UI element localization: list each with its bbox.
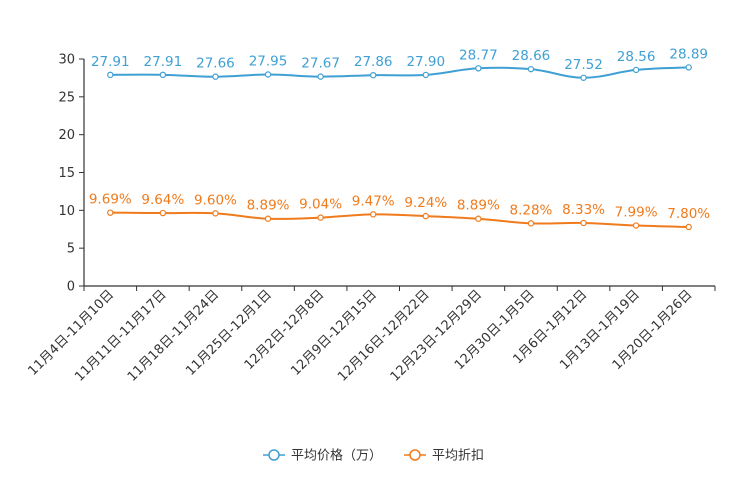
data-point: [632, 66, 640, 74]
data-label: 9.69%: [89, 192, 132, 208]
data-point: [527, 65, 535, 73]
data-label: 8.33%: [562, 202, 605, 218]
data-label: 28.77: [459, 47, 498, 63]
y-tick-label: 30: [58, 53, 75, 68]
x-axis-ticks: 11月4日-11月10日11月11日-11月17日11月18日-11月24日11…: [25, 286, 716, 385]
legend-item-2[interactable]: 平均折扣: [404, 449, 484, 464]
data-label: 27.52: [564, 57, 603, 73]
data-label: 27.66: [196, 56, 235, 72]
y-tick-label: 10: [58, 204, 75, 219]
data-point: [370, 211, 377, 218]
data-label: 8.89%: [247, 198, 290, 214]
axes: [83, 59, 715, 287]
data-point: [370, 71, 377, 79]
series-group: 27.91 27.91 27.66 27.95 27.67 27.86 27.90 28.77…: [89, 46, 710, 231]
data-label: 27.67: [301, 56, 340, 72]
data-label: 9.24%: [404, 195, 447, 211]
data-label: 28.66: [512, 48, 551, 64]
y-tick-label: 15: [58, 166, 75, 181]
data-label: 27.91: [144, 54, 183, 70]
data-label: 8.28%: [510, 202, 553, 218]
data-label: 9.47%: [352, 193, 395, 209]
data-point: [317, 214, 324, 221]
legend-item-1[interactable]: 平均价格（万）: [263, 448, 382, 464]
y-axis-ticks: 0 5 10 15 20 25 30: [58, 53, 84, 295]
series-line-2: [110, 211, 689, 228]
data-point: [580, 219, 587, 227]
data-point: [580, 74, 587, 81]
legend-marker-icon: [409, 449, 421, 461]
data-label: 9.60%: [194, 192, 237, 208]
x-tick-label: 12月16日-12月22日: [335, 287, 432, 384]
y-tick-label: 20: [58, 128, 75, 143]
data-label: 9.64%: [141, 192, 184, 208]
legend-label: 平均价格（万）: [291, 448, 382, 464]
data-point: [475, 65, 482, 72]
x-tick-label: 11月18日-11月24日: [125, 287, 222, 384]
data-point: [107, 71, 114, 79]
data-point: [264, 71, 272, 78]
data-point: [159, 209, 167, 217]
data-label: 7.80%: [667, 206, 710, 222]
data-label: 28.56: [617, 49, 656, 65]
data-point: [159, 71, 167, 79]
x-tick-label: 11月4日-11月10日: [25, 287, 117, 379]
data-point: [632, 222, 640, 229]
data-point: [685, 223, 692, 231]
data-point: [685, 64, 692, 71]
data-point: [317, 73, 324, 80]
data-point: [422, 212, 429, 220]
x-tick-label: 11月11日-11月17日: [72, 287, 169, 384]
data-point: [475, 215, 482, 222]
y-tick-label: 5: [67, 242, 75, 257]
data-label: 27.86: [354, 54, 393, 70]
data-label: 27.90: [406, 54, 445, 70]
data-label: 27.91: [91, 54, 130, 70]
data-point: [422, 71, 429, 79]
data-point: [212, 210, 219, 217]
legend[interactable]: 平均价格（万） 平均折扣: [263, 448, 484, 464]
data-label: 27.95: [249, 54, 288, 70]
y-tick-label: 0: [67, 280, 75, 295]
data-label: 28.89: [669, 46, 708, 62]
data-point: [212, 73, 219, 80]
data-point: [527, 220, 535, 227]
data-point: [107, 209, 114, 216]
series-line-1: [110, 66, 689, 79]
data-label: 8.89%: [457, 198, 500, 214]
legend-marker-icon: [268, 449, 280, 461]
data-label: 9.04%: [299, 197, 342, 213]
x-tick-label: 12月23日-12月29日: [388, 287, 485, 384]
data-point: [264, 215, 272, 222]
data-label: 7.99%: [615, 205, 658, 221]
legend-label: 平均折扣: [432, 449, 484, 464]
y-tick-label: 25: [58, 90, 75, 105]
